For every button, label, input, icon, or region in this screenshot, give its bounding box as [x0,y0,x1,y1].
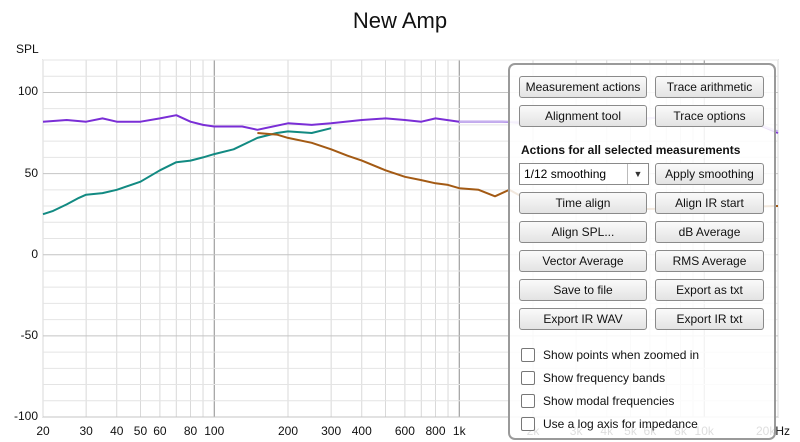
x-tick-label: 100 [204,424,225,438]
checkbox-icon[interactable] [521,417,535,431]
trace-options-button[interactable]: Trace options [655,105,764,127]
checkbox-label: Show modal frequencies [543,394,675,408]
x-tick-label: 80 [183,424,198,438]
align-spl-button[interactable]: Align SPL... [519,221,647,243]
checkbox-icon[interactable] [521,394,535,408]
show-modal-frequencies-checkbox[interactable]: Show modal frequencies [521,394,674,408]
y-tick-label: 50 [24,165,38,180]
x-tick-label: 800 [425,424,446,438]
y-tick-label: 100 [17,84,38,99]
x-tick-label: 60 [153,424,167,438]
checkbox-icon[interactable] [521,348,535,362]
vector-average-button[interactable]: Vector Average [519,250,647,272]
measurement-actions-button[interactable]: Measurement actions [519,76,647,98]
save-to-file-button[interactable]: Save to file [519,279,647,301]
trace-arithmetic-button[interactable]: Trace arithmetic [655,76,764,98]
time-align-button[interactable]: Time align [519,192,647,214]
y-tick-label: 0 [31,246,38,261]
x-tick-label: 20 [36,424,50,438]
export-ir-txt-button[interactable]: Export IR txt [655,308,764,330]
export-as-txt-button[interactable]: Export as txt [655,279,764,301]
checkbox-label: Show frequency bands [543,371,666,385]
checkbox-icon[interactable] [521,371,535,385]
section-label: Actions for all selected measurements [521,143,741,157]
show-points-checkbox[interactable]: Show points when zoomed in [521,348,699,362]
log-axis-impedance-checkbox[interactable]: Use a log axis for impedance [521,417,698,431]
checkbox-label: Use a log axis for impedance [543,417,698,431]
y-tick-label: -50 [20,327,38,342]
measurement-trace-2 [42,127,332,216]
smoothing-value: 1/12 smoothing [524,167,607,181]
export-ir-wav-button[interactable]: Export IR WAV [519,308,647,330]
x-tick-label: 600 [394,424,415,438]
x-tick-label: 200 [277,424,299,438]
y-tick-label: -100 [13,409,38,423]
x-tick-label: 1k [452,424,466,438]
db-average-button[interactable]: dB Average [655,221,764,243]
align-ir-start-button[interactable]: Align IR start [655,192,764,214]
apply-smoothing-button[interactable]: Apply smoothing [655,163,764,185]
x-tick-label: 400 [351,424,372,438]
chevron-down-icon[interactable]: ▼ [627,164,648,184]
smoothing-select[interactable]: 1/12 smoothing ▼ [519,163,649,185]
show-frequency-bands-checkbox[interactable]: Show frequency bands [521,371,665,385]
chart-title: New Amp [352,8,448,33]
x-tick-label: 50 [133,424,148,438]
x-tick-label: 30 [79,424,93,438]
actions-panel: Measurement actions Trace arithmetic Ali… [508,63,776,440]
x-tick-label: 40 [110,424,124,438]
alignment-tool-button[interactable]: Alignment tool [519,105,647,127]
rms-average-button[interactable]: RMS Average [655,250,764,272]
y-axis-label: SPL [16,42,39,56]
checkbox-label: Show points when zoomed in [543,348,700,362]
x-tick-label: 300 [321,424,342,438]
